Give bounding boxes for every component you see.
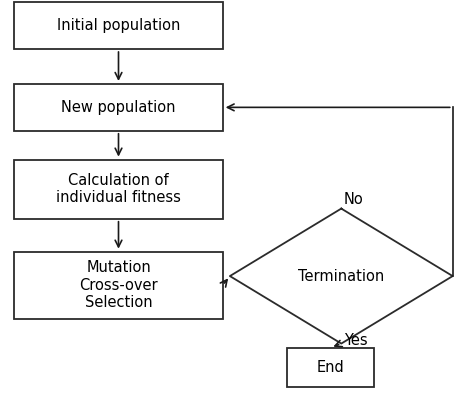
Text: End: End [317,360,345,375]
Text: New population: New population [61,100,176,115]
FancyBboxPatch shape [14,252,223,319]
FancyBboxPatch shape [14,84,223,131]
Text: Mutation
Cross-over
Selection: Mutation Cross-over Selection [79,261,158,310]
Text: Termination: Termination [298,269,384,283]
Text: Calculation of
individual fitness: Calculation of individual fitness [56,173,181,205]
Text: Yes: Yes [344,333,367,348]
FancyBboxPatch shape [14,2,223,49]
FancyBboxPatch shape [287,348,374,387]
Text: Initial population: Initial population [57,18,180,33]
Text: No: No [344,192,364,207]
FancyBboxPatch shape [14,160,223,219]
